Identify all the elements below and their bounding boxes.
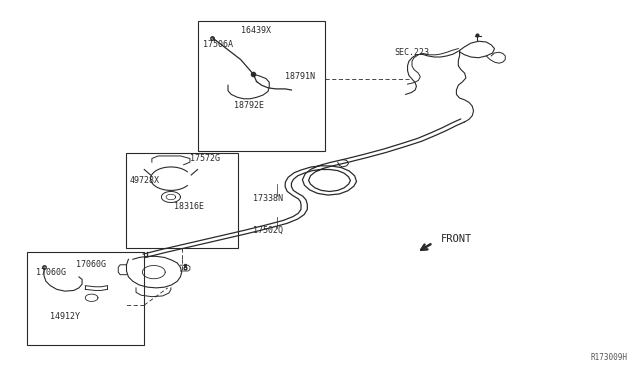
- Text: 17506A: 17506A: [203, 41, 232, 49]
- Text: 17502Q: 17502Q: [253, 225, 284, 234]
- Text: 17060G: 17060G: [76, 260, 106, 269]
- Text: 49728X: 49728X: [130, 176, 159, 185]
- Text: 16439X: 16439X: [241, 26, 271, 35]
- Text: SEC.223: SEC.223: [395, 48, 430, 57]
- Text: R173009H: R173009H: [591, 353, 628, 362]
- Text: 18791N: 18791N: [285, 71, 315, 81]
- Text: 18792E: 18792E: [234, 101, 264, 110]
- Bar: [27, 252, 144, 346]
- Bar: [127, 153, 237, 248]
- Text: 14912Y: 14912Y: [51, 312, 81, 321]
- Text: FRONT: FRONT: [440, 234, 472, 244]
- Text: 17338N: 17338N: [253, 194, 284, 203]
- Text: 18316E: 18316E: [174, 202, 204, 211]
- Text: 17572G: 17572G: [190, 154, 220, 163]
- Bar: [198, 21, 325, 151]
- Text: 17060G: 17060G: [36, 267, 66, 277]
